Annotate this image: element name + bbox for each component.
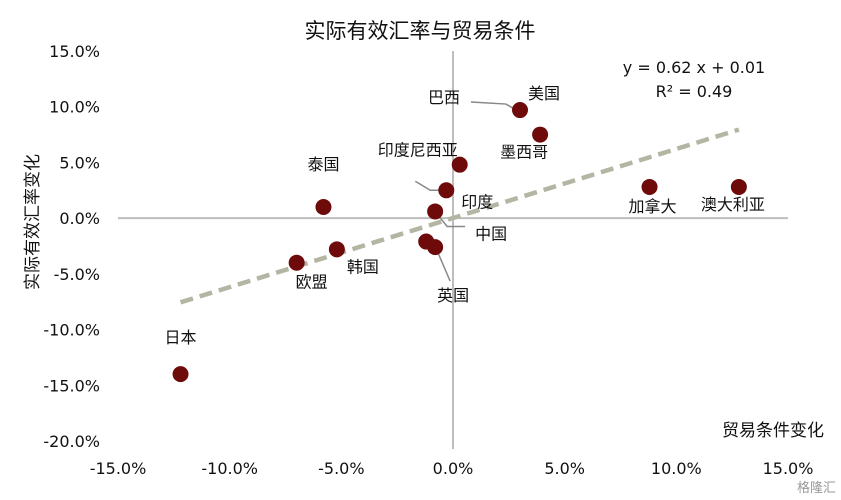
point-label: 日本	[165, 328, 197, 347]
point-7	[730, 178, 747, 195]
point-label: 加拿大	[629, 197, 677, 216]
y-tick-label: -15.0%	[43, 376, 100, 395]
x-tick-label: 15.0%	[763, 459, 814, 478]
y-tick-label: -5.0%	[54, 265, 100, 284]
point-8	[427, 203, 444, 220]
point-label: 英国	[437, 286, 469, 305]
x-tick-label: -15.0%	[90, 459, 147, 478]
point-0	[512, 102, 528, 119]
tick-labels: -15.0% -10.0% -5.0% 0.0% 5.0% 10.0% 15.0% 15.0%…	[43, 42, 813, 478]
point-2	[532, 126, 549, 143]
x-axis-label: 贸易条件变化	[722, 421, 824, 441]
point-11	[288, 254, 305, 271]
x-tick-label: 5.0%	[544, 459, 585, 478]
chart-title: 实际有效汇率与贸易条件	[305, 19, 536, 43]
y-tick-label: -20.0%	[43, 432, 100, 451]
watermark: 格隆汇	[797, 480, 836, 496]
trend-r-squared: R² = 0.49	[656, 82, 733, 101]
point-5	[315, 199, 332, 215]
leader-line	[414, 180, 443, 192]
point-10	[328, 241, 345, 258]
y-tick-label: 0.0%	[59, 209, 100, 228]
point-label: 澳大利亚	[701, 195, 765, 214]
point-3	[451, 156, 468, 173]
point-label: 印度尼西亚	[378, 141, 458, 160]
leader-line	[437, 252, 451, 282]
point-12	[172, 366, 189, 383]
point-label: 巴西	[428, 88, 460, 107]
y-axis-label: 实际有效汇率变化	[23, 154, 43, 290]
trendline-path	[179, 127, 740, 305]
point-label: 印度	[461, 192, 493, 211]
axes	[118, 51, 788, 449]
leader-line	[470, 101, 517, 111]
x-tick-label: 10.0%	[651, 459, 702, 478]
point-label: 韩国	[347, 257, 379, 276]
point-label: 中国	[475, 224, 507, 243]
leader-line	[438, 215, 466, 228]
x-tick-label: -5.0%	[318, 459, 364, 478]
x-tick-label: 0.0%	[433, 459, 474, 478]
point-label: 美国	[528, 84, 560, 103]
trend-equation: y = 0.62 x + 0.01	[623, 58, 765, 77]
x-tick-label: -10.0%	[201, 459, 258, 478]
y-tick-label: -10.0%	[43, 321, 100, 340]
point-label: 泰国	[307, 155, 339, 174]
point-label: 欧盟	[296, 273, 328, 292]
y-tick-label: 5.0%	[59, 153, 100, 172]
point-extra	[418, 233, 435, 250]
data-points	[172, 102, 747, 383]
point-6	[641, 178, 658, 195]
y-tick-label: 15.0%	[49, 42, 100, 61]
point-label: 墨西哥	[500, 143, 548, 162]
y-tick-label: 10.0%	[49, 98, 100, 117]
point-4	[438, 182, 455, 199]
trendline	[179, 127, 740, 305]
